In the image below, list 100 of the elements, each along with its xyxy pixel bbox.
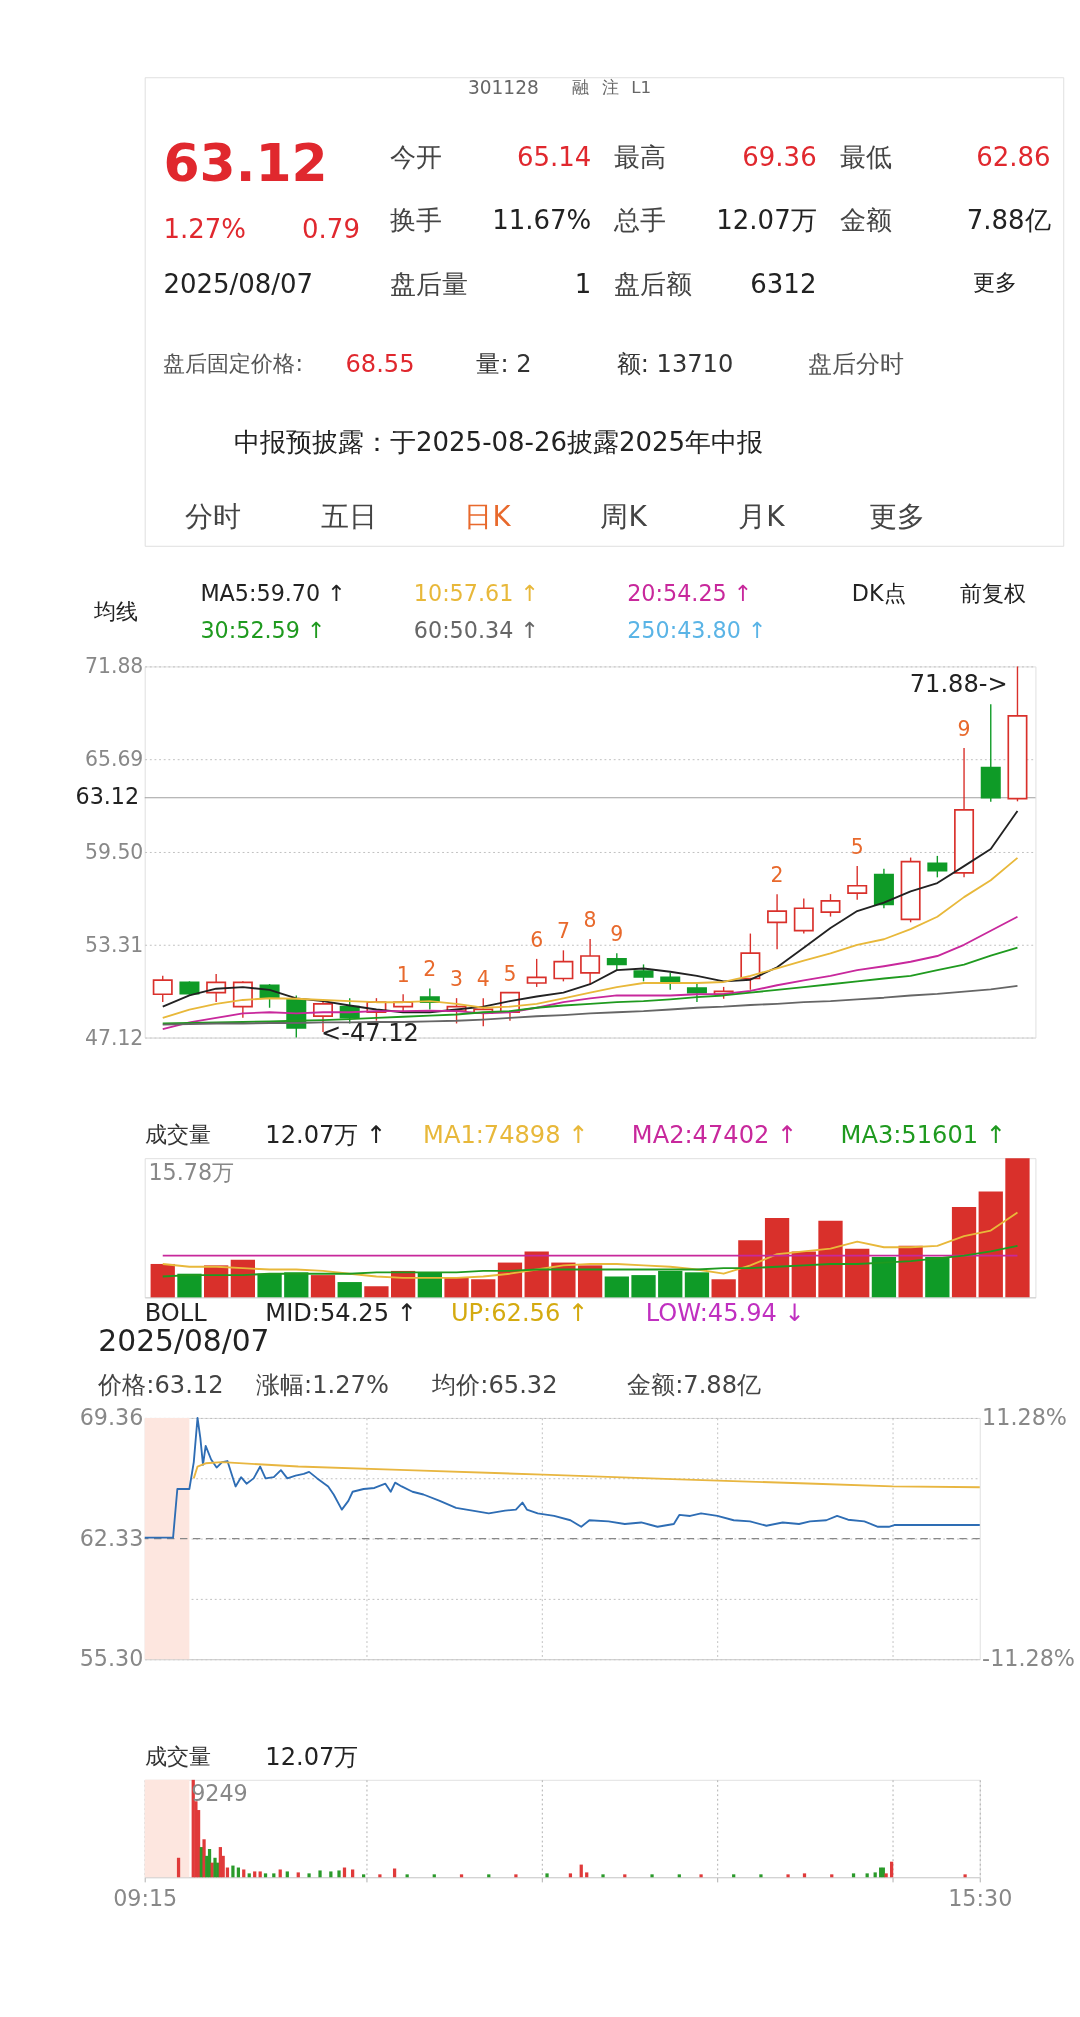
text: MA2:47402 ↑ [631, 1121, 798, 1150]
text: MA1:74898 ↑ [423, 1121, 589, 1150]
text: 20:54.25 ↑ [627, 579, 753, 606]
bar [364, 1286, 389, 1298]
line-series [192, 1461, 981, 1489]
chart-subtitle: 12.07万 [265, 1742, 359, 1771]
bar [865, 1873, 869, 1878]
text: 1 [396, 963, 410, 988]
text: 中报预披露：于2025-08-26披露2025年中报 [234, 427, 764, 458]
y-tick-label: 59.50 [84, 839, 144, 864]
bar [231, 1865, 235, 1878]
candlestick [580, 938, 601, 985]
text: 8 [583, 908, 597, 933]
bar [318, 1870, 322, 1878]
text: 额: 13710 [616, 350, 734, 379]
bar [684, 1272, 710, 1298]
text: MA3:51601 ↑ [840, 1121, 1006, 1150]
text: 2 [423, 957, 437, 982]
bar [459, 1874, 464, 1878]
text: 盘后分时 [808, 350, 905, 379]
candlestick [553, 949, 574, 983]
text: 301128 [467, 76, 539, 98]
x-tick-label: 09:15 [113, 1884, 178, 1911]
candlestick [847, 865, 868, 901]
text: 盘后额 [614, 269, 693, 300]
text: 今开 [389, 142, 442, 173]
bar [545, 1873, 549, 1878]
x-tick-label: 15:30 [948, 1884, 1013, 1911]
bar [884, 1873, 888, 1878]
chart-title: 成交量 [144, 1121, 211, 1148]
bar [711, 1279, 736, 1298]
bar [176, 1857, 181, 1878]
y2-tick-label: -11.28% [982, 1645, 1075, 1672]
text: 均价:65.32 [431, 1370, 558, 1399]
bar [786, 1874, 790, 1878]
bar [623, 1874, 627, 1878]
annotation: 71.88-> [909, 670, 1008, 699]
text: 10:57.61 ↑ [413, 579, 540, 606]
y-tick-label: 65.69 [84, 747, 144, 772]
text: 9 [957, 716, 971, 741]
chart-subtitle: 12.07万 ↑ [265, 1121, 387, 1150]
bar [310, 1275, 336, 1298]
text: 换手 [389, 204, 442, 235]
text: 69.36 [742, 142, 817, 173]
legend-label: 250:43.80 ↑ [627, 616, 767, 643]
text: 4 [476, 967, 490, 992]
text: 65.14 [516, 142, 592, 173]
text: 融 [571, 77, 589, 98]
text: 五日 [320, 500, 377, 534]
text: MA5:59.70 ↑ [200, 579, 346, 606]
bar [202, 1839, 206, 1878]
text: 量: 2 [476, 350, 532, 379]
y-tick-label: 71.88 [84, 654, 144, 679]
text: 更多 [869, 500, 926, 534]
bar [337, 1870, 341, 1878]
y-tick-label: 47.12 [84, 1025, 144, 1050]
bar [213, 1857, 217, 1878]
bar [177, 1273, 202, 1298]
bar [568, 1873, 573, 1878]
bar [963, 1874, 967, 1878]
bar [207, 1849, 212, 1878]
bar [577, 1265, 603, 1298]
text: 0.79 [302, 213, 360, 244]
text: 前复权 [960, 579, 1027, 606]
text: 11.67% [492, 204, 592, 235]
text: 1 [574, 269, 592, 300]
text: 5 [503, 961, 517, 986]
bar [818, 1220, 843, 1298]
ref-line-label: 63.12 [75, 783, 140, 810]
y2-tick-label: 11.28% [982, 1403, 1067, 1430]
bar [1005, 1158, 1030, 1298]
text: 分时 [184, 500, 241, 534]
bar [263, 1873, 268, 1878]
line-series [143, 1417, 981, 1539]
bar [830, 1874, 834, 1878]
text: 6 [530, 927, 544, 952]
line-series [161, 856, 1019, 1019]
bar [329, 1871, 333, 1878]
bar [272, 1873, 276, 1878]
annotation: 15.78万 [148, 1158, 235, 1185]
text: 更多 [973, 268, 1018, 295]
text: 金额 [840, 204, 893, 235]
y-tick-label: 69.36 [79, 1403, 144, 1430]
text: 总手 [613, 204, 667, 235]
y-tick-label: 55.30 [79, 1645, 144, 1672]
text: 2025/08/07 [163, 269, 314, 300]
bar [951, 1206, 977, 1298]
bar [432, 1874, 436, 1878]
bar [278, 1869, 282, 1878]
text: 盘后固定价格: [163, 350, 303, 377]
y-tick-label: 53.31 [84, 932, 144, 957]
bar [871, 1257, 897, 1298]
bar [258, 1871, 262, 1878]
bar [802, 1873, 807, 1878]
bar [487, 1874, 491, 1878]
bar [873, 1872, 877, 1878]
bar [631, 1275, 656, 1298]
text: 9 [610, 922, 624, 947]
annotation: <-47.12 [321, 1019, 419, 1048]
text: 均线 [92, 598, 138, 625]
